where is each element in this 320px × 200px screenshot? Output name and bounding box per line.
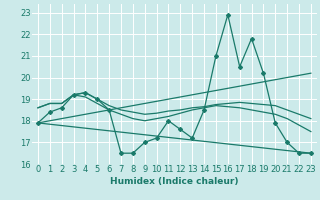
X-axis label: Humidex (Indice chaleur): Humidex (Indice chaleur)	[110, 177, 239, 186]
